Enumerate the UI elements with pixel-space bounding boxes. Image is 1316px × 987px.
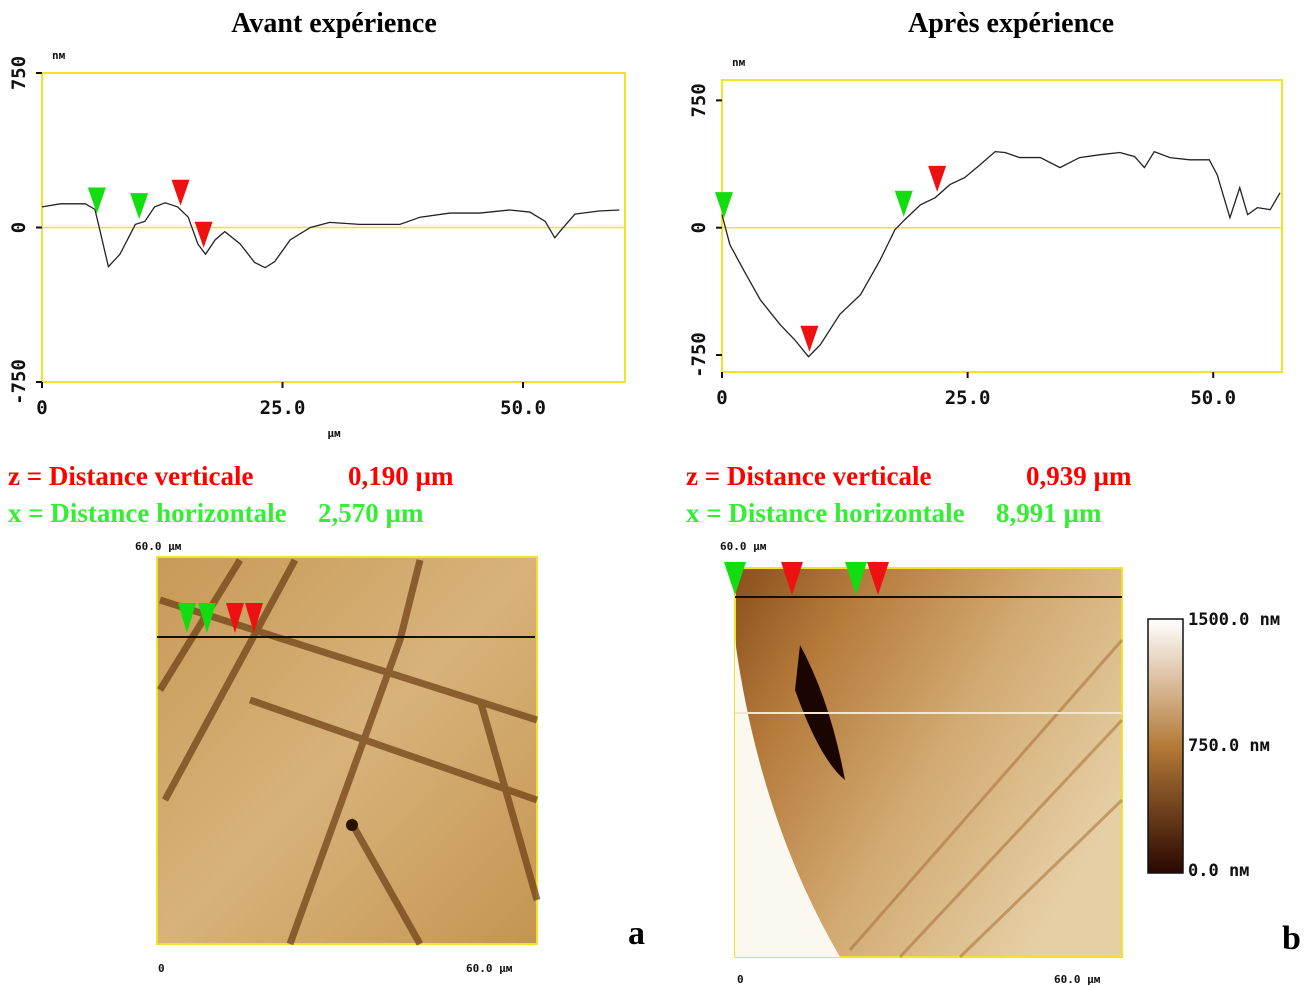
- chart-title: Avant expérience: [231, 8, 437, 39]
- y-tick-label: 0: [8, 222, 30, 233]
- cursor: [87, 187, 106, 214]
- y-tick-label: 750: [688, 83, 710, 117]
- x-tick-label: 50.0: [1190, 387, 1236, 409]
- cursor: [800, 325, 819, 352]
- image-top-label: 60.0 µм: [135, 540, 182, 553]
- cursor: [130, 193, 149, 220]
- horizontal-value: 8,991 µm: [996, 498, 1102, 528]
- colorbar-label: 750.0 nм: [1188, 736, 1270, 756]
- vertical-label: z = Distance verticale: [8, 461, 254, 491]
- y-tick-label: -750: [688, 332, 710, 378]
- horizontal-value: 2,570 µm: [318, 498, 424, 528]
- colorbar-label: 1500.0 nм: [1188, 610, 1280, 630]
- panel-letter: b: [1282, 920, 1301, 957]
- horizontal-label: x = Distance horizontale: [8, 498, 287, 528]
- cursor: [171, 179, 190, 206]
- x-axis-label: µм: [327, 427, 341, 440]
- vertical-value: 0,190 µm: [348, 461, 454, 491]
- profile-line: [721, 150, 1281, 358]
- x-tick-label: 0: [36, 397, 47, 419]
- chart-title: Après expérience: [908, 8, 1114, 39]
- afm-image: [724, 562, 1124, 959]
- cursor: [928, 165, 947, 192]
- y-axis-label: nм: [732, 56, 746, 69]
- image-x-start: 0: [737, 973, 744, 986]
- x-tick-label: 0: [716, 387, 727, 409]
- vertical-label: z = Distance verticale: [686, 461, 932, 491]
- y-tick-label: 750: [8, 56, 30, 90]
- cursor: [894, 190, 913, 217]
- colorbar-label: 0.0 nм: [1188, 861, 1249, 881]
- image-x-start: 0: [158, 962, 165, 975]
- y-axis-label: nм: [52, 49, 66, 62]
- cursor: [194, 221, 213, 248]
- afm-image: [156, 556, 541, 946]
- y-tick-label: -750: [8, 359, 30, 405]
- vertical-value: 0,939 µm: [1026, 461, 1132, 491]
- x-tick-label: 50.0: [500, 397, 546, 419]
- panel-letter: a: [628, 915, 645, 952]
- cursor: [714, 192, 733, 219]
- image-x-end: 60.0 µм: [466, 962, 513, 975]
- plot-frame: [721, 79, 1283, 373]
- profile-line: [41, 202, 620, 269]
- image-x-end: 60.0 µм: [1054, 973, 1101, 986]
- y-tick-label: 0: [688, 222, 710, 233]
- x-tick-label: 25.0: [260, 397, 306, 419]
- colorbar: [1147, 618, 1184, 874]
- x-tick-label: 25.0: [945, 387, 991, 409]
- image-top-label: 60.0 µм: [720, 540, 767, 553]
- horizontal-label: x = Distance horizontale: [686, 498, 965, 528]
